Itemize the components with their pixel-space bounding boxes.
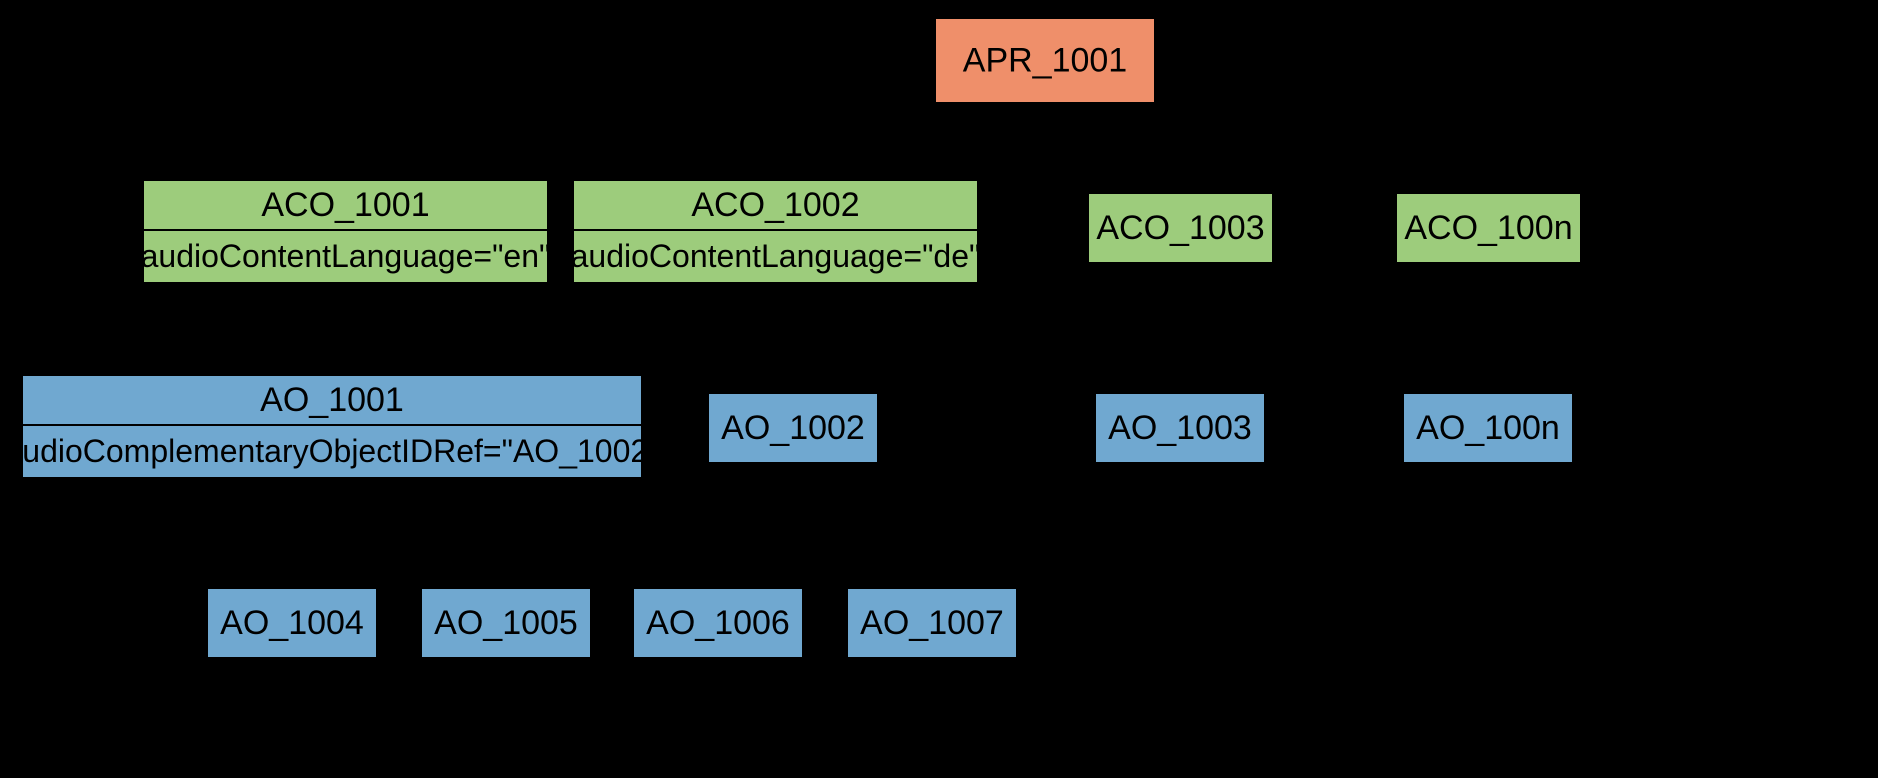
node-label-ao1004: AO_1004 [220, 604, 364, 642]
node-ao1006: AO_1006 [633, 588, 803, 658]
node-label-aco1002: ACO_1002 [691, 186, 859, 224]
node-apr1001: APR_1001 [935, 18, 1155, 103]
node-aco1002: ACO_1002 audioContentLanguage="de" [571, 180, 981, 283]
node-ao100n: AO_100n [1403, 393, 1573, 463]
node-label-ao1001: AO_1001 [260, 381, 404, 419]
node-label-ao1003: AO_1003 [1108, 409, 1252, 447]
node-ao1004: AO_1004 [207, 588, 377, 658]
node-label-ao1002: AO_1002 [721, 409, 865, 447]
node-sublabel-aco1001: audioContentLanguage="en" [141, 238, 551, 274]
node-label-ao1007: AO_1007 [860, 604, 1004, 642]
diagram-canvas: APR_1001 ACO_1001 audioContentLanguage="en… [0, 0, 1878, 778]
node-ao1003: AO_1003 [1095, 393, 1265, 463]
node-ao1007: AO_1007 [847, 588, 1017, 658]
node-label-apr1001: APR_1001 [963, 41, 1127, 79]
node-sublabel-aco1002: audioContentLanguage="de" [571, 238, 981, 274]
node-ao1001: AO_1001 audioComplementaryObjectIDRef="AO… [4, 375, 659, 478]
node-label-ao1006: AO_1006 [646, 604, 790, 642]
node-ao1005: AO_1005 [421, 588, 591, 658]
edge-aco100n-ao100n [1488, 263, 1489, 393]
node-label-aco1001: ACO_1001 [261, 186, 429, 224]
node-label-ao100n: AO_100n [1416, 409, 1560, 447]
node-ao1002: AO_1002 [708, 393, 878, 463]
node-aco1001: ACO_1001 audioContentLanguage="en" [141, 180, 551, 283]
node-label-ao1005: AO_1005 [434, 604, 578, 642]
edge-aco1003-ao1003 [1180, 263, 1181, 393]
node-aco1003: ACO_1003 [1088, 193, 1273, 263]
node-aco100n: ACO_100n [1396, 193, 1581, 263]
node-sublabel-ao1001: audioComplementaryObjectIDRef="AO_1002" [4, 433, 659, 469]
node-label-aco1003: ACO_1003 [1096, 209, 1264, 247]
node-label-aco100n: ACO_100n [1404, 209, 1572, 247]
